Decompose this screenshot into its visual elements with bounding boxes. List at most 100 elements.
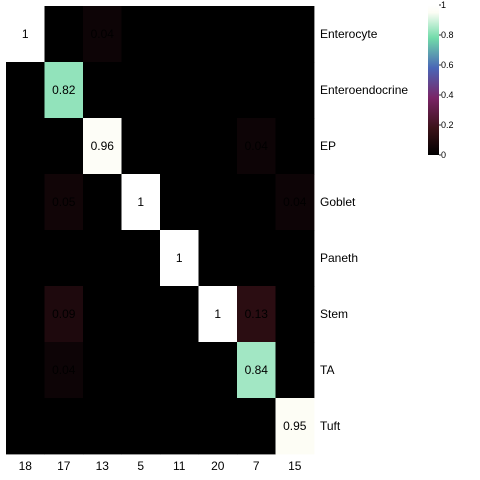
heatmap-cell	[44, 62, 84, 119]
heatmap-cell	[44, 6, 84, 63]
heatmap-cell	[237, 62, 276, 119]
heatmap-cell	[275, 398, 315, 455]
color-legend-ticks: 0 0.2 0.4 0.6 0.8 1	[439, 0, 454, 160]
heatmap-cell	[6, 118, 45, 175]
heatmap-cell	[6, 342, 45, 399]
heatmap-cell	[198, 398, 238, 455]
column-label: 11	[173, 459, 186, 473]
heatmap-cell	[237, 230, 276, 287]
heatmap-cell	[160, 342, 199, 399]
heatmap-cell	[198, 342, 238, 399]
heatmap-cell	[6, 286, 45, 343]
heatmap-cell	[121, 230, 161, 287]
heatmap-cell	[121, 6, 161, 63]
heatmap-cells: 1 0.04 0.82 0.96 0.04 0.05 1 0.04 1 0.09 1 0.13 0.04…	[6, 6, 315, 455]
heatmap-cell	[121, 342, 161, 399]
row-label: TA	[320, 363, 334, 377]
cell-value-label: 0.09	[52, 307, 76, 321]
legend-tick-label: 0	[441, 150, 446, 160]
heatmap-cell	[121, 286, 161, 343]
column-labels: 18 17 13 5 11 20 7 15	[19, 459, 302, 473]
heatmap-cell	[160, 398, 199, 455]
cell-value-label: 0.04	[283, 195, 307, 209]
heatmap-cell	[83, 398, 122, 455]
heatmap-cell	[44, 174, 84, 231]
heatmap-cell	[160, 174, 199, 231]
column-label: 20	[211, 459, 225, 473]
heatmap-cell	[121, 174, 161, 231]
legend-tick-label: 0.4	[441, 90, 454, 100]
heatmap-cell	[83, 174, 122, 231]
legend-tick-label: 0.6	[441, 60, 454, 70]
heatmap-cell	[275, 6, 315, 63]
column-label: 13	[96, 459, 110, 473]
heatmap-cell	[237, 118, 276, 175]
column-label: 18	[19, 459, 33, 473]
cell-value-label: 1	[22, 27, 29, 41]
cell-value-label: 0.04	[91, 27, 115, 41]
cell-value-label: 1	[176, 251, 183, 265]
cell-value-label: 0.84	[245, 363, 269, 377]
heatmap-cell	[121, 62, 161, 119]
heatmap-cell	[198, 174, 238, 231]
heatmap-cell	[83, 230, 122, 287]
heatmap-cell	[160, 6, 199, 63]
heatmap-cell	[6, 174, 45, 231]
heatmap-cell	[44, 286, 84, 343]
heatmap-cell	[275, 286, 315, 343]
heatmap-cell	[275, 174, 315, 231]
heatmap-cell	[44, 342, 84, 399]
heatmap-cell	[83, 62, 122, 119]
row-label: Stem	[320, 307, 348, 321]
column-label: 5	[137, 459, 144, 473]
heatmap-cell	[160, 62, 199, 119]
cell-value-label: 0.13	[245, 307, 269, 321]
heatmap-cell	[160, 230, 199, 287]
row-label: Enteroendocrine	[320, 83, 408, 97]
heatmap-cell	[275, 230, 315, 287]
heatmap-cell	[198, 6, 238, 63]
heatmap-cell	[237, 398, 276, 455]
column-label: 7	[253, 459, 260, 473]
heatmap-cell	[83, 118, 122, 175]
heatmap-cell	[198, 230, 238, 287]
heatmap-cell	[6, 6, 45, 63]
legend-tick-label: 1	[441, 0, 446, 10]
row-label: Goblet	[320, 195, 356, 209]
heatmap-cell	[198, 286, 238, 343]
heatmap-cell	[6, 230, 45, 287]
row-label: Tuft	[320, 419, 341, 433]
heatmap-cell	[121, 398, 161, 455]
heatmap-cell	[83, 342, 122, 399]
heatmap-cell	[275, 118, 315, 175]
heatmap-cell	[160, 286, 199, 343]
row-label: Enterocyte	[320, 27, 378, 41]
cell-value-label: 0.04	[52, 363, 76, 377]
cell-value-label: 0.82	[52, 83, 76, 97]
heatmap-cell	[160, 118, 199, 175]
heatmap-cell	[237, 342, 276, 399]
row-label: EP	[320, 139, 336, 153]
heatmap-cell	[121, 118, 161, 175]
row-label: Paneth	[320, 251, 358, 265]
color-legend-bar	[428, 5, 439, 155]
column-label: 15	[288, 459, 302, 473]
heatmap-cell	[237, 286, 276, 343]
cell-value-label: 0.96	[91, 139, 115, 153]
color-legend: 0 0.2 0.4 0.6 0.8 1	[428, 0, 454, 160]
heatmap-cell	[83, 286, 122, 343]
heatmap-cell	[275, 62, 315, 119]
cell-value-label: 1	[137, 195, 144, 209]
row-labels: Enterocyte Enteroendocrine EP Goblet Paneth S…	[320, 27, 408, 433]
legend-tick-label: 0.2	[441, 120, 454, 130]
cell-value-label: 1	[214, 307, 221, 321]
heatmap-cell	[44, 398, 84, 455]
heatmap-cell	[6, 398, 45, 455]
cell-value-label: 0.95	[283, 419, 307, 433]
column-label: 17	[57, 459, 71, 473]
heatmap-cell	[44, 230, 84, 287]
cell-value-label: 0.04	[245, 139, 269, 153]
heatmap-cell	[198, 118, 238, 175]
cell-value-label: 0.05	[52, 195, 76, 209]
heatmap-cell	[6, 62, 45, 119]
